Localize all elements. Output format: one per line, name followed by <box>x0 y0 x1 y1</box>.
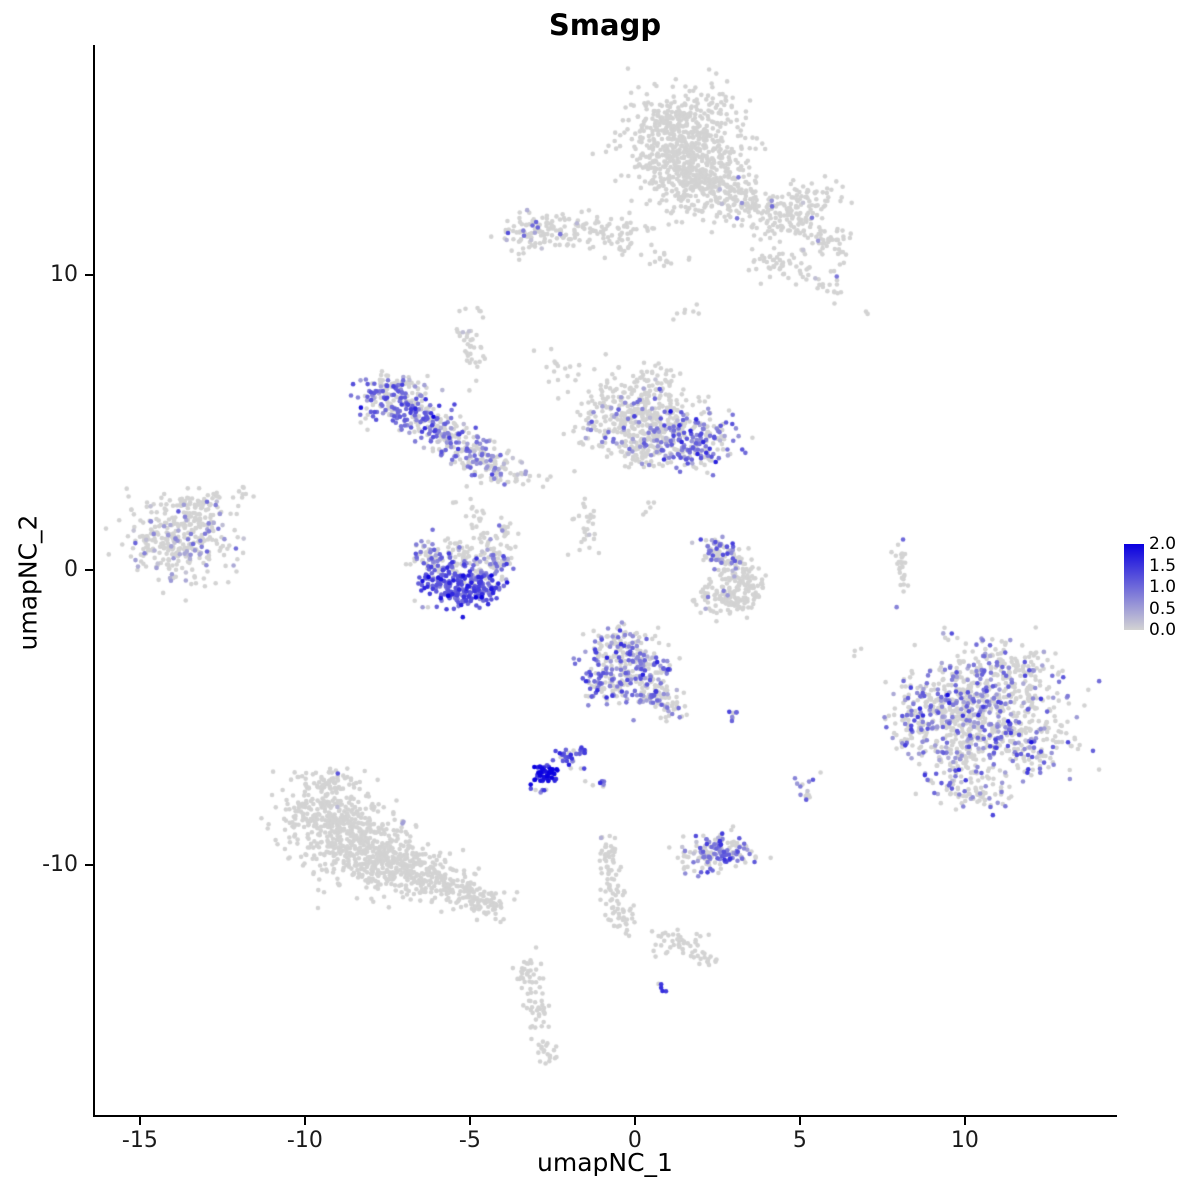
y-axis-title: umapNC_2 <box>13 514 43 651</box>
y-tick-label: 0 <box>64 557 78 583</box>
colorbar-label: 1.0 <box>1149 577 1177 597</box>
y-tick-mark <box>85 864 93 867</box>
colorbar-label: 0.5 <box>1149 598 1177 619</box>
x-tick-label: -5 <box>458 1128 481 1153</box>
x-tick-label: 0 <box>627 1128 642 1153</box>
x-tick-label: -15 <box>121 1128 158 1153</box>
x-tick-mark <box>633 1117 636 1125</box>
x-tick-label: 5 <box>792 1128 807 1153</box>
colorbar-legend: 2.0 1.5 1.0 0.5 0.0 <box>1124 534 1200 644</box>
colorbar-label: 0.0 <box>1149 620 1177 640</box>
y-axis-line <box>93 45 95 1117</box>
y-tick-label: -10 <box>42 852 78 878</box>
x-axis-title: umapNC_1 <box>537 1148 673 1177</box>
x-tick-mark <box>138 1117 141 1125</box>
colorbar-label: 2.0 <box>1149 534 1177 554</box>
y-tick-label: 10 <box>50 262 78 288</box>
x-tick-mark <box>963 1117 966 1125</box>
x-tick-label: -10 <box>286 1128 323 1153</box>
colorbar-gradient <box>1124 544 1144 630</box>
x-axis-line <box>93 1115 1117 1117</box>
x-tick-mark <box>303 1117 306 1125</box>
x-tick-mark <box>798 1117 801 1125</box>
y-tick-mark <box>85 274 93 277</box>
y-tick-mark <box>85 569 93 572</box>
x-tick-mark <box>468 1117 471 1125</box>
colorbar-label: 1.5 <box>1149 555 1177 576</box>
x-tick-label: 10 <box>950 1128 979 1153</box>
